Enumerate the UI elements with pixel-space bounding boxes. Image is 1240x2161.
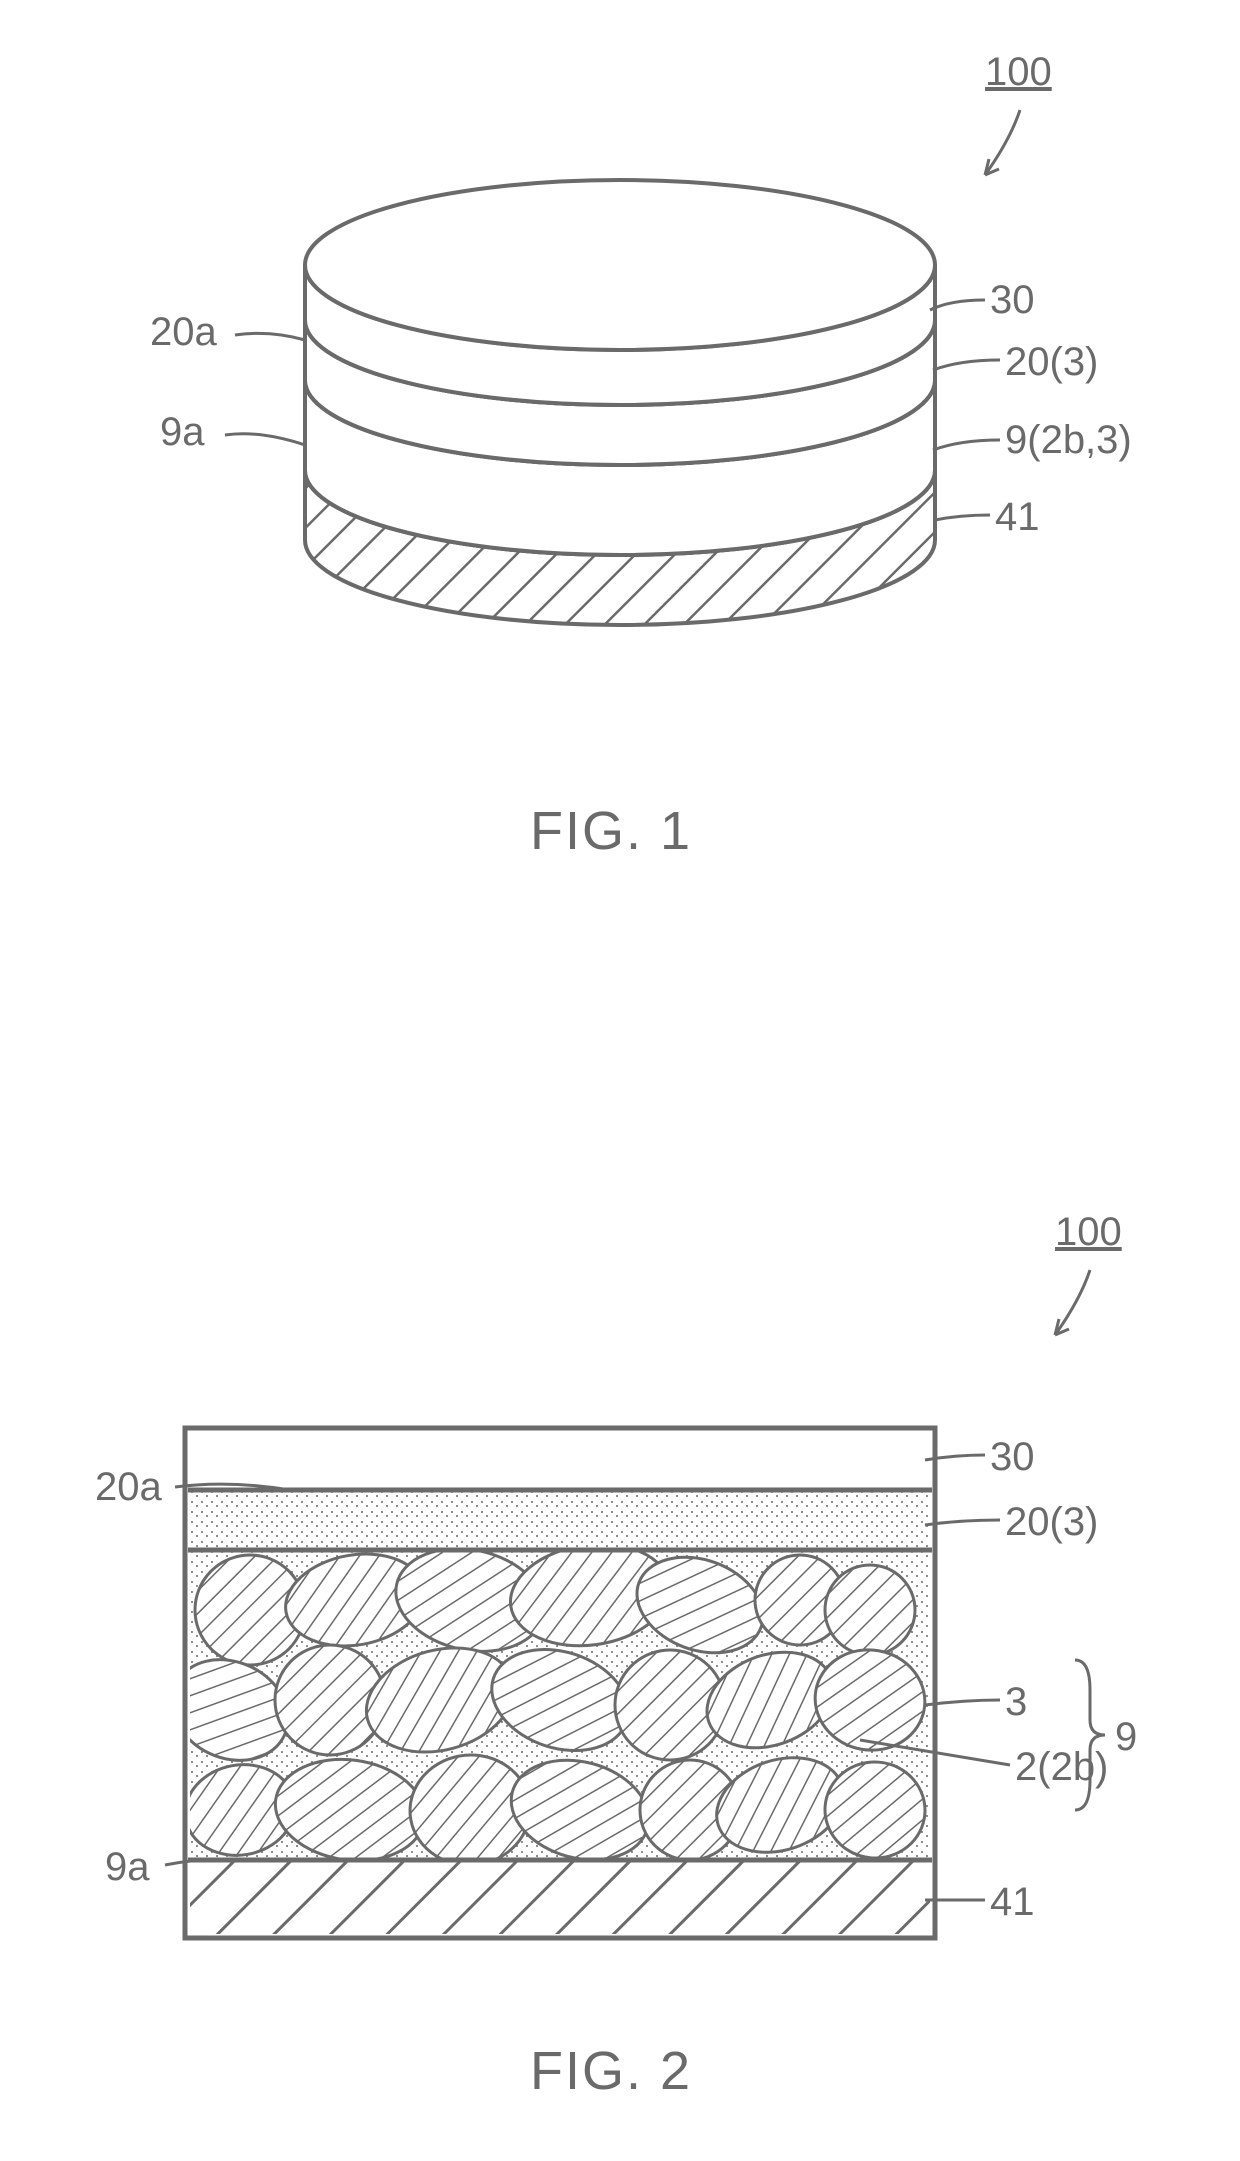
fig1-label-30: 30 [990,278,1035,323]
fig2-label-20-3: 20(3) [1005,1500,1098,1545]
fig2-label-2-2b: 2(2b) [1015,1745,1108,1790]
fig2-label-9: 9 [1115,1715,1137,1760]
fig1-label-20-3: 20(3) [1005,340,1098,385]
fig2-caption: FIG. 2 [530,2040,692,2102]
fig2-label-3: 3 [1005,1680,1027,1725]
fig1-label-9-2b-3: 9(2b,3) [1005,418,1132,463]
fig1-label-9a: 9a [160,410,205,455]
fig1-caption: FIG. 1 [530,800,692,862]
fig1-label-41: 41 [995,495,1040,540]
fig2-label-20a: 20a [95,1465,162,1510]
fig1-ref-100: 100 [985,50,1052,95]
fig2-label-9a: 9a [105,1845,150,1890]
fig2-label-41: 41 [990,1880,1035,1925]
fig2-label-30: 30 [990,1435,1035,1480]
figure-2-drawing [0,1160,1240,2160]
fig1-label-20a: 20a [150,310,217,355]
fig2-ref-100: 100 [1055,1210,1122,1255]
